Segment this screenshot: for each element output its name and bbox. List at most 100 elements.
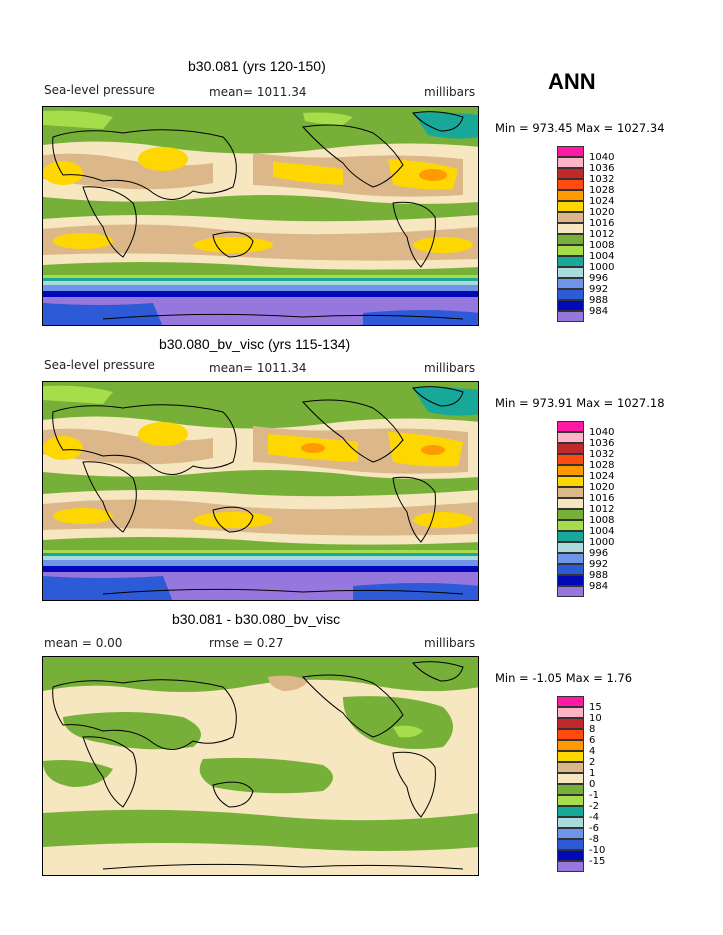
panel3-swatch-neg4	[557, 806, 584, 817]
panel3-swatch-0	[557, 773, 584, 784]
panel2-title: b30.080_bv_visc (yrs 115-134)	[159, 336, 351, 352]
panel2-swatch-1024	[557, 465, 584, 476]
panel3-swatch-neg2	[557, 795, 584, 806]
panel1-title: b30.081 (yrs 120-150)	[188, 58, 326, 74]
panel1-level: 988	[589, 295, 609, 306]
panel1-level: 1028	[589, 185, 615, 196]
panel3-swatch-2	[557, 751, 584, 762]
panel2-minmax: Min = 973.91 Max = 1027.18	[495, 396, 665, 410]
panel3-swatch-neg6	[557, 817, 584, 828]
panel1-swatch-1020	[557, 201, 584, 212]
panel2-units-label: millibars	[424, 361, 476, 375]
panel3-title: b30.081 - b30.080_bv_visc	[172, 611, 341, 627]
panel2-swatch-1016	[557, 487, 584, 498]
panel2-swatch-1000	[557, 531, 584, 542]
panel3-swatch-6	[557, 729, 584, 740]
panel1-level: 1036	[589, 163, 615, 174]
panel2-swatch-996	[557, 542, 584, 553]
panel3-level: 6	[589, 735, 596, 746]
panel2-level: 1040	[589, 427, 615, 438]
panel1-swatch-996	[557, 267, 584, 278]
panel2-swatch-1008	[557, 509, 584, 520]
panel1-map	[42, 106, 479, 326]
panel1-level: 1004	[589, 251, 615, 262]
panel3-swatch-neg15	[557, 850, 584, 861]
panel2-level: 1004	[589, 526, 615, 537]
panel2-swatch-1036	[557, 432, 584, 443]
panel2-swatch-988	[557, 564, 584, 575]
panel3-level: 15	[589, 702, 602, 713]
panel1-swatch-1032	[557, 168, 584, 179]
panel3-level: 2	[589, 757, 596, 768]
panel3-level: -6	[589, 823, 599, 834]
panel3-level: 0	[589, 779, 596, 790]
panel3-units-label: millibars	[424, 636, 476, 650]
panel1-level: 1032	[589, 174, 615, 185]
panel3-level: -2	[589, 801, 599, 812]
panel2-swatch-1028	[557, 454, 584, 465]
panel2-swatch-1020	[557, 476, 584, 487]
panel3-level: -8	[589, 834, 599, 845]
panel1-level: 1012	[589, 229, 615, 240]
panel3-level: -1	[589, 790, 599, 801]
panel3-swatch-neg10	[557, 839, 584, 850]
panel2-level: 1000	[589, 537, 615, 548]
panel2-swatch-1012	[557, 498, 584, 509]
panel2-map	[42, 381, 479, 601]
panel2-swatch-1032	[557, 443, 584, 454]
panel3-minmax: Min = -1.05 Max = 1.76	[495, 671, 633, 685]
panel2-swatch-1040	[557, 421, 584, 432]
panel2-level: 1016	[589, 493, 615, 504]
panel1-level: 1024	[589, 196, 615, 207]
panel3-rmse-label: rmse = 0.27	[209, 636, 284, 650]
panel2-level: 992	[589, 559, 609, 570]
panel1-level: 1020	[589, 207, 615, 218]
panel2-level: 1020	[589, 482, 615, 493]
panel1-swatch-1028	[557, 179, 584, 190]
panel1-level: 992	[589, 284, 609, 295]
panel1-units-label: millibars	[424, 85, 476, 99]
panel1-level: 1000	[589, 262, 615, 273]
panel3-map	[42, 656, 479, 876]
panel2-level: 996	[589, 548, 609, 559]
panel1-map-plot	[43, 107, 478, 325]
panel2-level: 1032	[589, 449, 615, 460]
panel3-swatch-lowest	[557, 861, 584, 872]
season-label: ANN	[548, 69, 596, 94]
panel2-swatch-984	[557, 575, 584, 586]
panel1-swatch-1008	[557, 234, 584, 245]
panel1-swatch-1000	[557, 256, 584, 267]
panel1-swatch-1004	[557, 245, 584, 256]
panel2-field-label: Sea-level pressure	[44, 358, 155, 372]
panel3-level: 10	[589, 713, 602, 724]
panel2-level: 988	[589, 570, 609, 581]
panel1-mean-label: mean= 1011.34	[209, 85, 307, 99]
panel3-swatch-8	[557, 718, 584, 729]
panel3-swatch-neg8	[557, 828, 584, 839]
panel1-swatch-1012	[557, 223, 584, 234]
panel3-map-plot	[43, 657, 478, 875]
panel1-swatch-1036	[557, 157, 584, 168]
panel2-level: 1008	[589, 515, 615, 526]
panel1-level: 984	[589, 306, 609, 317]
panel3-level: -4	[589, 812, 599, 823]
panel1-swatch-1024	[557, 190, 584, 201]
panel3-swatch-10	[557, 707, 584, 718]
panel3-swatch-neg1	[557, 784, 584, 795]
panel3-level: 4	[589, 746, 596, 757]
panel1-level: 1040	[589, 152, 615, 163]
panel2-level: 984	[589, 581, 609, 592]
panel3-level: -15	[589, 856, 606, 867]
panel2-swatch-992	[557, 553, 584, 564]
panel1-level: 1016	[589, 218, 615, 229]
panel1-swatch-1040	[557, 146, 584, 157]
panel1-level: 1008	[589, 240, 615, 251]
panel2-swatch-1004	[557, 520, 584, 531]
panel2-level: 1028	[589, 460, 615, 471]
panel1-swatch-lowest	[557, 311, 584, 322]
panel1-level: 996	[589, 273, 609, 284]
panel1-swatch-992	[557, 278, 584, 289]
panel3-swatch-4	[557, 740, 584, 751]
panel3-swatch-1	[557, 762, 584, 773]
panel1-swatch-1016	[557, 212, 584, 223]
